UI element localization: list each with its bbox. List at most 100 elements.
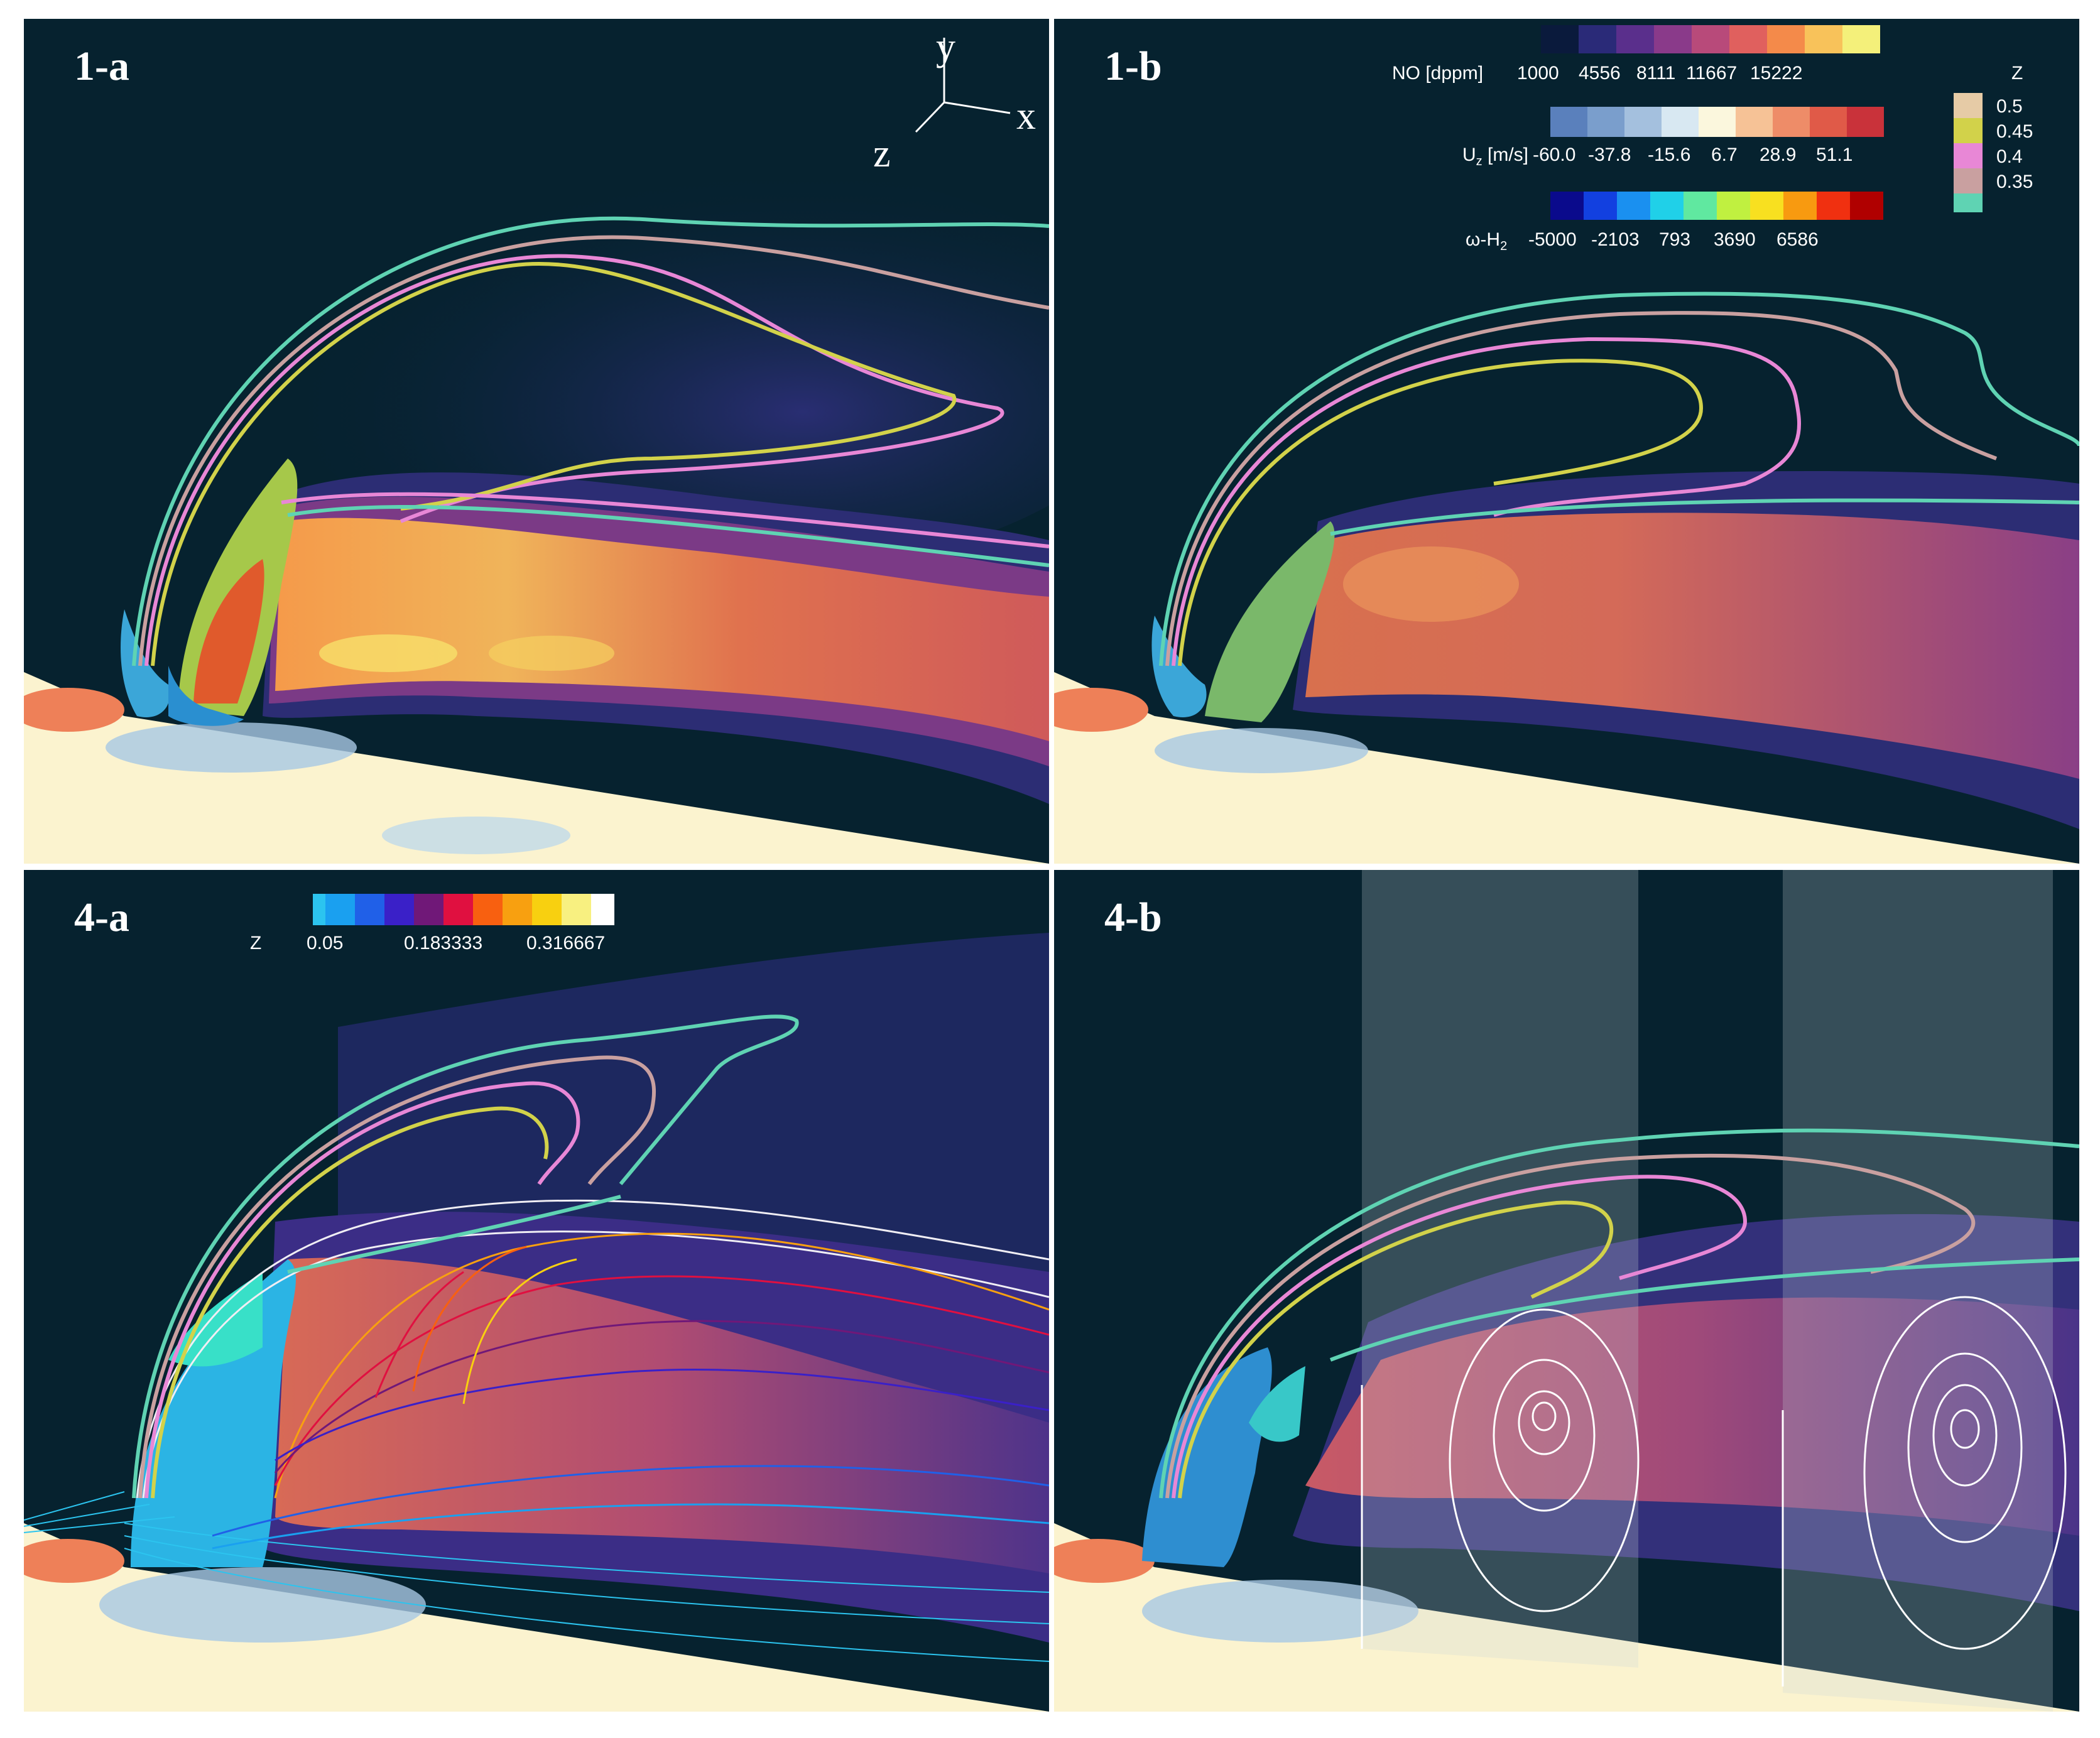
contour-z035 bbox=[1159, 1128, 2079, 1499]
contour-z05 bbox=[1178, 1200, 1614, 1499]
panel-1b: 1-b NO [dppm] 1000 4556 8111 11667 15222… bbox=[1054, 19, 2079, 864]
no-tick: 11667 bbox=[1686, 63, 1738, 84]
jet-isosurface-top bbox=[1249, 1366, 1305, 1442]
floor-cold-spot-2 bbox=[382, 817, 570, 854]
axis-y-label: y bbox=[936, 26, 955, 68]
uz-tick: 6.7 bbox=[1711, 144, 1738, 165]
panel-4b: 4-b bbox=[1054, 870, 2079, 1712]
no-tick: 1000 bbox=[1517, 63, 1559, 84]
floor-cold-spot bbox=[1142, 1580, 1418, 1643]
floor-cold-spot bbox=[106, 722, 357, 773]
no-tick: 15222 bbox=[1750, 63, 1803, 84]
slice-plane-2 bbox=[1783, 870, 2053, 1712]
contour-z04 bbox=[138, 1055, 656, 1499]
contour-z045 bbox=[144, 254, 1004, 666]
jet-core bbox=[193, 559, 264, 703]
z-iso-title: Z bbox=[250, 933, 262, 953]
panel-4a-plot bbox=[24, 894, 1049, 1712]
plume-core bbox=[1305, 1297, 2079, 1536]
jet-isosurface bbox=[1142, 1347, 1272, 1567]
wh2-tick: -2103 bbox=[1591, 229, 1640, 250]
contour-z045 bbox=[144, 1081, 580, 1499]
no-tick: 8111 bbox=[1636, 63, 1676, 84]
z-lines-entry: 0.5 bbox=[1996, 96, 2023, 117]
uz-tick: -60.0 bbox=[1533, 144, 1576, 165]
z-lines-entry: 0.4 bbox=[1996, 146, 2023, 167]
uz-legend-title: Uz [m/s] bbox=[1462, 144, 1528, 169]
contour-z045 bbox=[1172, 1175, 1748, 1499]
wh2-tick: -5000 bbox=[1528, 229, 1577, 250]
jet-base-left bbox=[1151, 616, 1207, 717]
contour-z035 bbox=[132, 216, 1049, 666]
contour-lower-z035 bbox=[1329, 1257, 2079, 1362]
contour-z04 bbox=[138, 235, 1049, 666]
z-iso-tick: 0.183333 bbox=[404, 933, 483, 953]
floor-hot-spot bbox=[24, 1539, 124, 1583]
wh2-legend-title: ω-H2 bbox=[1466, 229, 1507, 254]
floor-cold-spot bbox=[99, 1567, 426, 1643]
wh2-tick: 6586 bbox=[1776, 229, 1819, 250]
uz-tick: -37.8 bbox=[1588, 144, 1631, 165]
floor-hot-spot bbox=[1054, 688, 1148, 732]
floor-plane bbox=[1054, 672, 2079, 864]
contour-z04 bbox=[1165, 1153, 1976, 1499]
z-line-legend-swatches bbox=[1954, 93, 1983, 212]
axis-z-label: z bbox=[873, 133, 891, 175]
panel-label: 4-b bbox=[1104, 894, 1162, 940]
jet-base-right bbox=[168, 666, 244, 726]
contour-lower-z035 bbox=[1330, 498, 2079, 536]
floor-plane bbox=[24, 672, 1049, 864]
uz-title-main: U bbox=[1462, 144, 1476, 165]
z-iso-colorbar bbox=[313, 894, 614, 925]
contour-z035 bbox=[1159, 291, 2079, 666]
plume-hot-core bbox=[1343, 546, 1519, 622]
uz-tick: -15.6 bbox=[1648, 144, 1691, 165]
contour-z045 bbox=[1172, 337, 1801, 666]
slice-vortex-1 bbox=[1361, 1308, 1640, 1649]
floor-plane bbox=[1054, 1523, 2079, 1712]
wh2-tick: 793 bbox=[1659, 229, 1691, 250]
axis-x-label: x bbox=[1016, 95, 1036, 138]
no-legend-title: NO [dppm] bbox=[1392, 63, 1484, 84]
z-iso-tick: 0.05 bbox=[307, 933, 344, 953]
z-lines-entry: 0.45 bbox=[1996, 121, 2033, 142]
plume-hot-core-2 bbox=[489, 636, 614, 671]
wh2-colorbar bbox=[1550, 192, 1883, 220]
panel-4a: 4-a Z 0.05 0.183333 0.316667 bbox=[24, 870, 1049, 1712]
contour-z05 bbox=[151, 261, 957, 666]
contour-z035 bbox=[132, 1014, 799, 1499]
z-lines-entry: 0.35 bbox=[1996, 171, 2033, 192]
panel-1b-plot bbox=[1054, 25, 2079, 864]
panel-label: 1-b bbox=[1104, 43, 1162, 89]
panel-4b-plot bbox=[1054, 870, 2079, 1712]
contour-z05 bbox=[1178, 359, 1704, 666]
contour-lower-z045 bbox=[281, 492, 1049, 548]
contour-lower-z035 bbox=[287, 1195, 621, 1274]
uz-tick: 28.9 bbox=[1760, 144, 1797, 165]
panel-1a: 1-a y x z bbox=[24, 19, 1049, 864]
plume-core bbox=[275, 518, 1049, 741]
uz-tick: 51.1 bbox=[1816, 144, 1853, 165]
contour-z05 bbox=[151, 1106, 549, 1499]
contour-lower-z035 bbox=[287, 504, 1049, 567]
contour-z04 bbox=[1165, 311, 1998, 666]
uz-title-unit: [m/s] bbox=[1482, 144, 1529, 165]
jet-isosurface bbox=[1205, 521, 1335, 722]
floor-plane bbox=[24, 1523, 1049, 1712]
slice-plane-1 bbox=[1362, 870, 1638, 1668]
plume-core bbox=[275, 1257, 1049, 1573]
floor-hot-spot bbox=[1054, 1539, 1155, 1583]
panel-label: 4-a bbox=[74, 894, 129, 940]
panel-1a-plot bbox=[24, 38, 1049, 864]
z-lines-title: Z bbox=[2011, 63, 2023, 84]
uz-title-sub: z bbox=[1476, 155, 1483, 168]
panel-label: 1-a bbox=[74, 43, 129, 89]
axes-triad bbox=[915, 38, 1011, 133]
floor-hot-spot bbox=[24, 688, 124, 732]
floor-streamline-rake bbox=[24, 1491, 1049, 1662]
uz-colorbar bbox=[1550, 107, 1884, 137]
slice-vortex-2 bbox=[1782, 1296, 2067, 1686]
wh2-tick: 3690 bbox=[1714, 229, 1756, 250]
wh2-title-main: ω-H bbox=[1466, 229, 1501, 250]
no-tick: 4556 bbox=[1579, 63, 1621, 84]
